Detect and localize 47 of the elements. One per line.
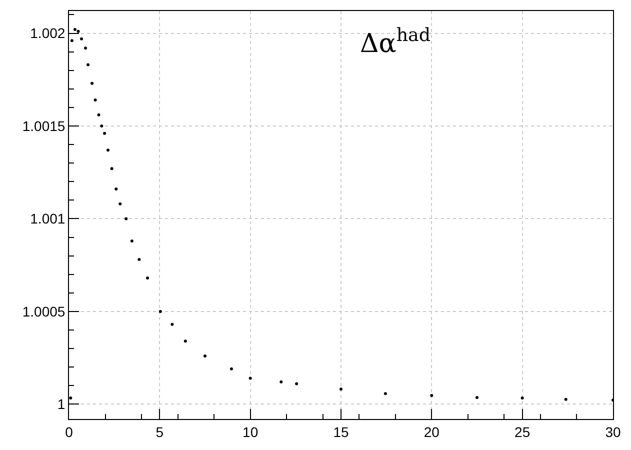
point xyxy=(106,148,110,152)
point xyxy=(280,380,283,384)
y-tick-label: 1.0015 xyxy=(22,118,66,134)
y-tick-label: 1.002 xyxy=(30,25,66,42)
point xyxy=(520,396,524,400)
x-tick-label: 30 xyxy=(605,424,621,440)
point xyxy=(230,367,233,370)
point xyxy=(124,217,128,220)
point xyxy=(84,46,87,50)
point xyxy=(340,388,342,391)
y-tick-label: 1.0005 xyxy=(22,303,66,320)
x-tick-label: 15 xyxy=(333,424,349,440)
point xyxy=(430,394,434,397)
point xyxy=(100,124,104,128)
point xyxy=(86,63,90,66)
point xyxy=(295,382,298,386)
x-tick-label: 25 xyxy=(514,424,530,440)
point xyxy=(103,132,106,135)
point xyxy=(564,398,568,401)
x-tick-label: 5 xyxy=(156,424,164,440)
point xyxy=(118,202,122,206)
point xyxy=(114,188,118,191)
point xyxy=(69,396,72,400)
point xyxy=(138,258,141,262)
x-tick-label: 10 xyxy=(242,424,258,440)
point xyxy=(146,276,150,280)
point xyxy=(130,239,134,242)
point xyxy=(110,167,114,170)
point xyxy=(476,396,478,399)
x-tick-label: 0 xyxy=(65,424,74,440)
point xyxy=(80,37,84,40)
point xyxy=(170,322,174,326)
y-tick-label: 1.001 xyxy=(30,210,66,227)
point xyxy=(90,82,94,85)
point xyxy=(76,30,80,33)
x-tick-label: 20 xyxy=(424,424,440,440)
annotation: Δα$^{had}$ xyxy=(360,25,431,59)
point xyxy=(184,340,187,343)
point xyxy=(248,376,252,380)
point xyxy=(204,354,206,358)
point xyxy=(94,98,97,102)
point xyxy=(73,28,76,32)
point xyxy=(70,39,74,42)
point xyxy=(384,392,387,396)
point xyxy=(158,310,162,313)
point xyxy=(97,113,100,116)
y-tick-label: 1 xyxy=(57,396,66,412)
